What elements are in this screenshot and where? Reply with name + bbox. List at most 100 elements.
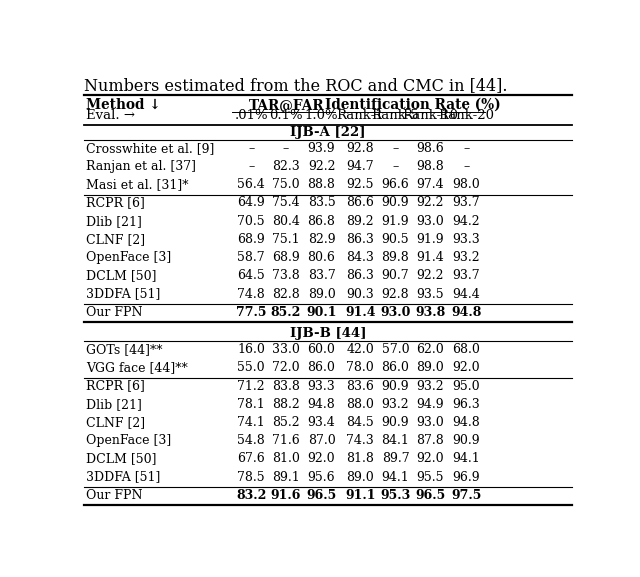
- Text: OpenFace [3]: OpenFace [3]: [86, 434, 172, 447]
- Text: 93.3: 93.3: [308, 380, 335, 392]
- Text: 74.1: 74.1: [237, 416, 265, 429]
- Text: 95.5: 95.5: [417, 471, 444, 484]
- Text: 89.8: 89.8: [381, 251, 410, 264]
- Text: 92.2: 92.2: [417, 269, 444, 282]
- Text: 93.0: 93.0: [416, 215, 444, 228]
- Text: Rank-20: Rank-20: [438, 109, 494, 122]
- Text: 90.9: 90.9: [381, 197, 409, 209]
- Text: –: –: [463, 142, 470, 155]
- Text: 90.3: 90.3: [346, 287, 374, 301]
- Text: 60.0: 60.0: [308, 343, 335, 356]
- Text: 86.3: 86.3: [346, 269, 374, 282]
- Text: 97.4: 97.4: [417, 178, 444, 191]
- Text: 83.6: 83.6: [346, 380, 374, 392]
- Text: 86.0: 86.0: [308, 361, 335, 374]
- Text: 90.1: 90.1: [307, 306, 337, 319]
- Text: GOTs [44]**: GOTs [44]**: [86, 343, 163, 356]
- Text: 89.0: 89.0: [346, 471, 374, 484]
- Text: 90.5: 90.5: [381, 233, 409, 246]
- Text: 0.1%: 0.1%: [269, 109, 303, 122]
- Text: 68.0: 68.0: [452, 343, 481, 356]
- Text: 93.2: 93.2: [381, 398, 409, 411]
- Text: 93.2: 93.2: [417, 380, 444, 392]
- Text: 83.5: 83.5: [308, 197, 335, 209]
- Text: 42.0: 42.0: [346, 343, 374, 356]
- Text: 3DDFA [51]: 3DDFA [51]: [86, 287, 161, 301]
- Text: 91.9: 91.9: [417, 233, 444, 246]
- Text: 68.9: 68.9: [272, 251, 300, 264]
- Text: 93.8: 93.8: [415, 306, 445, 319]
- Text: –: –: [283, 142, 289, 155]
- Text: .01%: .01%: [234, 109, 268, 122]
- Text: 94.7: 94.7: [346, 160, 374, 173]
- Text: 96.3: 96.3: [452, 398, 480, 411]
- Text: DCLM [50]: DCLM [50]: [86, 269, 156, 282]
- Text: 90.7: 90.7: [381, 269, 409, 282]
- Text: 91.9: 91.9: [381, 215, 409, 228]
- Text: CLNF [2]: CLNF [2]: [86, 233, 145, 246]
- Text: 92.5: 92.5: [346, 178, 374, 191]
- Text: 94.8: 94.8: [308, 398, 335, 411]
- Text: 89.0: 89.0: [416, 361, 444, 374]
- Text: 67.6: 67.6: [237, 452, 265, 466]
- Text: 84.1: 84.1: [381, 434, 410, 447]
- Text: VGG face [44]**: VGG face [44]**: [86, 361, 188, 374]
- Text: 94.1: 94.1: [381, 471, 410, 484]
- Text: 93.0: 93.0: [416, 416, 444, 429]
- Text: 93.5: 93.5: [417, 287, 444, 301]
- Text: 74.8: 74.8: [237, 287, 265, 301]
- Text: 89.2: 89.2: [346, 215, 374, 228]
- Text: 94.1: 94.1: [452, 452, 480, 466]
- Text: 85.2: 85.2: [271, 306, 301, 319]
- Text: CLNF [2]: CLNF [2]: [86, 416, 145, 429]
- Text: 91.6: 91.6: [271, 489, 301, 502]
- Text: 95.3: 95.3: [380, 489, 411, 502]
- Text: 54.8: 54.8: [237, 434, 265, 447]
- Text: Crosswhite et al. [9]: Crosswhite et al. [9]: [86, 142, 214, 155]
- Text: 89.0: 89.0: [308, 287, 335, 301]
- Text: RCPR [6]: RCPR [6]: [86, 380, 145, 392]
- Text: 93.9: 93.9: [308, 142, 335, 155]
- Text: 62.0: 62.0: [416, 343, 444, 356]
- Text: 90.9: 90.9: [381, 416, 409, 429]
- Text: IJB-B [44]: IJB-B [44]: [290, 327, 366, 340]
- Text: 92.0: 92.0: [417, 452, 444, 466]
- Text: 83.7: 83.7: [308, 269, 335, 282]
- Text: 87.0: 87.0: [308, 434, 335, 447]
- Text: 90.9: 90.9: [452, 434, 480, 447]
- Text: 84.3: 84.3: [346, 251, 374, 264]
- Text: 97.5: 97.5: [451, 489, 481, 502]
- Text: 94.9: 94.9: [417, 398, 444, 411]
- Text: –: –: [392, 160, 399, 173]
- Text: 71.2: 71.2: [237, 380, 265, 392]
- Text: 98.0: 98.0: [452, 178, 480, 191]
- Text: 92.0: 92.0: [452, 361, 480, 374]
- Text: 78.1: 78.1: [237, 398, 265, 411]
- Text: Rank-1: Rank-1: [337, 109, 384, 122]
- Text: –: –: [248, 160, 254, 173]
- Text: 98.8: 98.8: [416, 160, 444, 173]
- Text: 58.7: 58.7: [237, 251, 265, 264]
- Text: 92.8: 92.8: [381, 287, 409, 301]
- Text: Rank-10: Rank-10: [402, 109, 458, 122]
- Text: 56.4: 56.4: [237, 178, 265, 191]
- Text: 75.1: 75.1: [272, 233, 300, 246]
- Text: 72.0: 72.0: [272, 361, 300, 374]
- Text: 96.5: 96.5: [307, 489, 337, 502]
- Text: 93.0: 93.0: [380, 306, 411, 319]
- Text: 86.0: 86.0: [381, 361, 410, 374]
- Text: 88.8: 88.8: [308, 178, 335, 191]
- Text: Method ↓: Method ↓: [86, 98, 161, 112]
- Text: 83.8: 83.8: [272, 380, 300, 392]
- Text: Eval. →: Eval. →: [86, 109, 135, 122]
- Text: 91.1: 91.1: [345, 489, 376, 502]
- Text: 33.0: 33.0: [272, 343, 300, 356]
- Text: 96.6: 96.6: [381, 178, 410, 191]
- Text: 64.9: 64.9: [237, 197, 265, 209]
- Text: 3DDFA [51]: 3DDFA [51]: [86, 471, 161, 484]
- Text: 83.2: 83.2: [236, 489, 266, 502]
- Text: 70.5: 70.5: [237, 215, 265, 228]
- Text: 98.6: 98.6: [416, 142, 444, 155]
- Text: 68.9: 68.9: [237, 233, 265, 246]
- Text: Dlib [21]: Dlib [21]: [86, 398, 142, 411]
